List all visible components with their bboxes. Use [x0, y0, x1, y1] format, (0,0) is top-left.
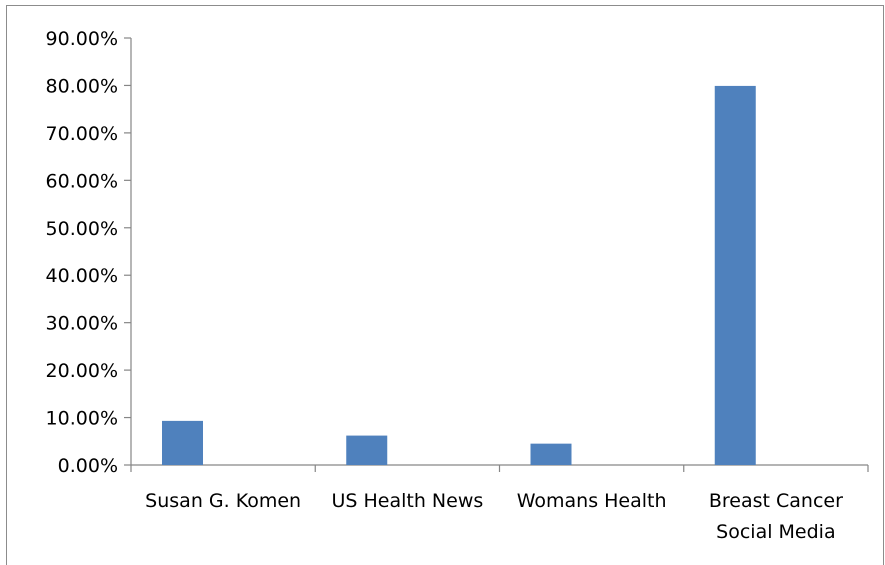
- y-tick-label: 40.00%: [46, 265, 118, 287]
- x-category-label: US Health News: [331, 490, 483, 512]
- bar: [162, 420, 203, 465]
- y-tick-label: 30.00%: [46, 313, 118, 335]
- bar: [346, 435, 388, 465]
- y-tick-label: 20.00%: [46, 360, 118, 382]
- bar: [530, 443, 572, 465]
- y-tick-labels: 0.00% 10.00% 20.00% 30.00% 40.00% 50.00% 60.00…: [46, 28, 118, 477]
- x-category-labels: Susan G. Komen US Health News Womans Healt…: [145, 490, 843, 543]
- x-category-label: Breast Cancer Social Media: [709, 490, 843, 543]
- y-tick-label: 60.00%: [46, 170, 118, 192]
- y-tick-label: 80.00%: [46, 75, 118, 97]
- y-tick-label: 70.00%: [46, 123, 118, 145]
- y-tick-label: 0.00%: [58, 455, 118, 477]
- chart-bars: [162, 85, 756, 466]
- x-category-label: Susan G. Komen: [145, 490, 301, 512]
- bar: [714, 85, 756, 466]
- x-category-label: Womans Health: [517, 490, 667, 512]
- y-tick-label: 50.00%: [46, 218, 118, 240]
- chart-axes: [124, 37, 869, 472]
- chart-frame: [6, 5, 884, 565]
- y-tick-label: 90.00%: [46, 28, 118, 50]
- y-tick-label: 10.00%: [46, 408, 118, 430]
